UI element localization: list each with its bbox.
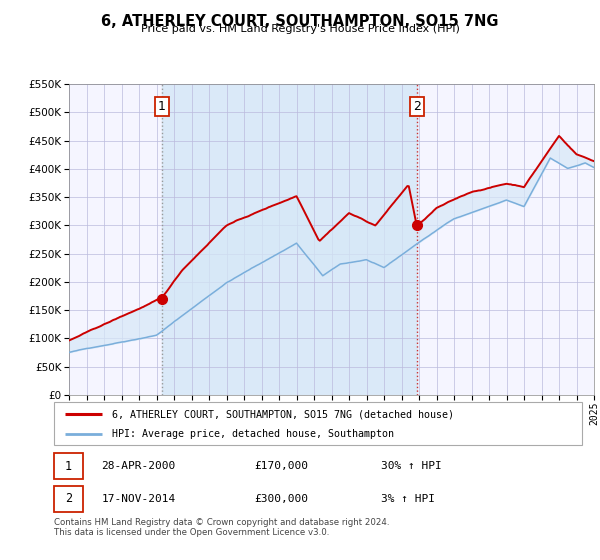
Bar [162, 84, 417, 395]
Text: Price paid vs. HM Land Registry's House Price Index (HPI): Price paid vs. HM Land Registry's House … [140, 24, 460, 34]
Text: 28-APR-2000: 28-APR-2000 [101, 461, 176, 471]
Text: 3% ↑ HPI: 3% ↑ HPI [382, 494, 436, 504]
Bar [54, 486, 83, 512]
Text: HPI: Average price, detached house, Southampton: HPI: Average price, detached house, Sout… [112, 430, 394, 440]
Text: 1: 1 [158, 100, 166, 113]
Text: £300,000: £300,000 [254, 494, 308, 504]
Text: This data is licensed under the Open Government Licence v3.0.: This data is licensed under the Open Gov… [54, 528, 329, 537]
Text: 2: 2 [413, 100, 421, 113]
Bar [54, 453, 83, 479]
Text: 2: 2 [65, 492, 72, 505]
Text: 30% ↑ HPI: 30% ↑ HPI [382, 461, 442, 471]
Text: 17-NOV-2014: 17-NOV-2014 [101, 494, 176, 504]
Text: Contains HM Land Registry data © Crown copyright and database right 2024.: Contains HM Land Registry data © Crown c… [54, 518, 389, 527]
Text: 1: 1 [65, 460, 72, 473]
Text: £170,000: £170,000 [254, 461, 308, 471]
Text: 6, ATHERLEY COURT, SOUTHAMPTON, SO15 7NG (detached house): 6, ATHERLEY COURT, SOUTHAMPTON, SO15 7NG… [112, 409, 454, 419]
Text: 6, ATHERLEY COURT, SOUTHAMPTON, SO15 7NG: 6, ATHERLEY COURT, SOUTHAMPTON, SO15 7NG [101, 14, 499, 29]
